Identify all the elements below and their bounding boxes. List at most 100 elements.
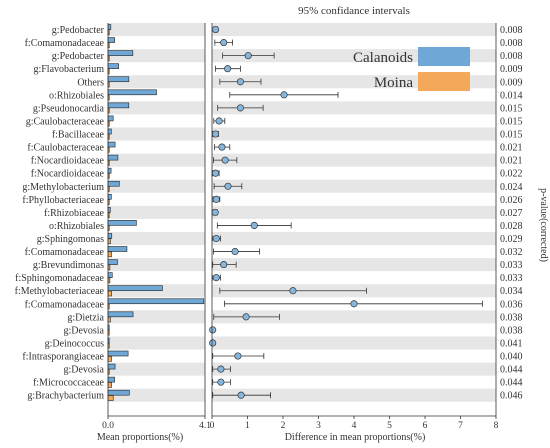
bar-calanoids bbox=[107, 233, 113, 239]
p-value-label: 0.032 bbox=[500, 247, 523, 258]
right-x-tick-label: 1 bbox=[245, 421, 250, 431]
difference-point bbox=[242, 313, 250, 321]
category-label: g:Devosia bbox=[63, 365, 104, 376]
category-label: f:Micrococcaceae bbox=[33, 378, 105, 389]
p-value-label: 0.026 bbox=[500, 195, 523, 206]
p-value-label: 0.033 bbox=[500, 273, 523, 284]
difference-point bbox=[224, 65, 232, 73]
bar-calanoids bbox=[107, 128, 112, 135]
bar-moina bbox=[107, 251, 112, 258]
category-label: f:Nocardioidaceae bbox=[31, 169, 105, 180]
row-stripe-right bbox=[212, 205, 496, 219]
left-axis-label: Mean proportions(%) bbox=[97, 432, 183, 443]
category-label: f:Intrasporangiaceae bbox=[22, 352, 104, 363]
p-value-label: 0.009 bbox=[500, 64, 523, 75]
bar-calanoids bbox=[107, 376, 115, 383]
right-x-tick-label: 7 bbox=[458, 421, 463, 431]
row-stripe-left bbox=[108, 362, 205, 376]
category-label: f:Caulobacteraceae bbox=[27, 143, 104, 154]
pvalue-axis-label: p-value(corrected) bbox=[538, 188, 549, 262]
difference-point bbox=[220, 39, 228, 47]
p-value-label: 0.044 bbox=[500, 365, 523, 376]
row-stripe-left bbox=[108, 179, 205, 193]
right-x-tick-label: 5 bbox=[387, 421, 392, 431]
p-value-label: 0.015 bbox=[500, 116, 523, 127]
row-stripe-left bbox=[108, 258, 205, 272]
p-value-label: 0.038 bbox=[500, 325, 523, 336]
category-label: f:Comamonadaceae bbox=[25, 247, 105, 258]
bar-calanoids bbox=[107, 193, 112, 200]
bar-calanoids bbox=[107, 259, 118, 265]
legend-swatch-calanoids bbox=[418, 47, 470, 66]
p-value-label: 0.036 bbox=[500, 299, 523, 310]
bar-calanoids bbox=[107, 37, 115, 43]
right-x-tick-label: 6 bbox=[423, 421, 428, 431]
right-x-tick-label: 3 bbox=[316, 421, 321, 431]
difference-point bbox=[236, 78, 244, 86]
difference-point bbox=[289, 287, 297, 295]
chart-title: 95% confidance intervals bbox=[298, 5, 410, 17]
category-label: o:Rhizobiales bbox=[49, 90, 104, 101]
row-stripe-right bbox=[212, 153, 496, 167]
bar-moina bbox=[107, 382, 112, 388]
left-x-tick-label: 4.1 bbox=[199, 421, 211, 431]
category-label: f:Bacillaceae bbox=[52, 130, 105, 141]
category-label: f:Phyllobacteriaceae bbox=[22, 195, 104, 206]
category-label: g:Deinococcus bbox=[45, 338, 105, 349]
row-stripe-left bbox=[108, 205, 205, 219]
right-axis-label: Difference in mean proportions(%) bbox=[285, 432, 426, 443]
category-label: f:Methylobacteriaceae bbox=[15, 286, 105, 297]
bar-calanoids bbox=[107, 141, 116, 148]
bar-calanoids bbox=[107, 180, 120, 187]
difference-point bbox=[209, 339, 217, 347]
legend-swatch-moina bbox=[418, 72, 470, 91]
category-label: g:Caulobacteraceae bbox=[26, 116, 105, 127]
legend-label-calanoids: Calanoids bbox=[353, 50, 413, 66]
bar-calanoids bbox=[107, 76, 130, 83]
row-stripe-right bbox=[212, 179, 496, 193]
right-x-tick-label: 0 bbox=[210, 421, 215, 431]
category-label: g:Pseudonocardia bbox=[33, 103, 105, 114]
bar-calanoids bbox=[107, 389, 130, 396]
p-value-label: 0.034 bbox=[500, 286, 523, 297]
p-value-label: 0.009 bbox=[500, 77, 523, 88]
p-value-label: 0.044 bbox=[500, 378, 523, 389]
row-stripe-left bbox=[108, 101, 205, 115]
left-x-tick-label: 0.0 bbox=[102, 421, 114, 431]
category-label: g:Sphingomonas bbox=[37, 234, 104, 245]
bar-calanoids bbox=[107, 167, 112, 174]
difference-point bbox=[212, 234, 220, 243]
difference-point bbox=[224, 182, 232, 190]
p-value-label: 0.040 bbox=[500, 352, 523, 363]
bar-calanoids bbox=[107, 220, 137, 226]
row-stripe-left bbox=[108, 388, 205, 402]
difference-point bbox=[350, 300, 358, 308]
difference-point bbox=[209, 326, 217, 334]
p-value-label: 0.008 bbox=[500, 38, 523, 49]
difference-point bbox=[212, 25, 220, 34]
category-label: g:Methylobacterium bbox=[22, 182, 104, 193]
p-value-label: 0.021 bbox=[500, 156, 523, 167]
bar-moina bbox=[107, 395, 114, 401]
category-label: f:Sphingomonadaceae bbox=[15, 273, 104, 284]
difference-point bbox=[211, 208, 219, 216]
row-stripe-left bbox=[108, 127, 205, 141]
row-stripe-left bbox=[108, 23, 205, 37]
p-value-label: 0.008 bbox=[500, 51, 523, 62]
difference-point bbox=[250, 221, 258, 229]
difference-point bbox=[212, 130, 220, 138]
difference-point bbox=[218, 143, 226, 151]
bar-calanoids bbox=[107, 102, 130, 109]
row-stripe-left bbox=[108, 336, 205, 350]
category-label: g:Flavobacterium bbox=[33, 64, 104, 75]
difference-point bbox=[212, 274, 220, 282]
category-label: g:Pedobacter bbox=[52, 51, 105, 62]
bar-calanoids bbox=[107, 50, 134, 56]
category-label: Others bbox=[77, 77, 104, 88]
category-label: g:Brevundimonas bbox=[33, 260, 104, 271]
p-value-label: 0.021 bbox=[500, 143, 523, 154]
category-label: f:Nocardioidaceae bbox=[31, 156, 105, 167]
row-stripe-right bbox=[212, 127, 496, 141]
row-stripe-left bbox=[108, 153, 205, 167]
bar-calanoids bbox=[107, 363, 116, 370]
